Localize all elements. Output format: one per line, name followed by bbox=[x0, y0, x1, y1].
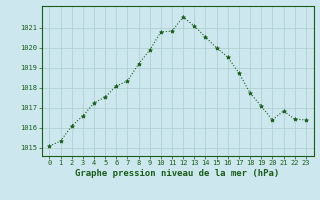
X-axis label: Graphe pression niveau de la mer (hPa): Graphe pression niveau de la mer (hPa) bbox=[76, 169, 280, 178]
